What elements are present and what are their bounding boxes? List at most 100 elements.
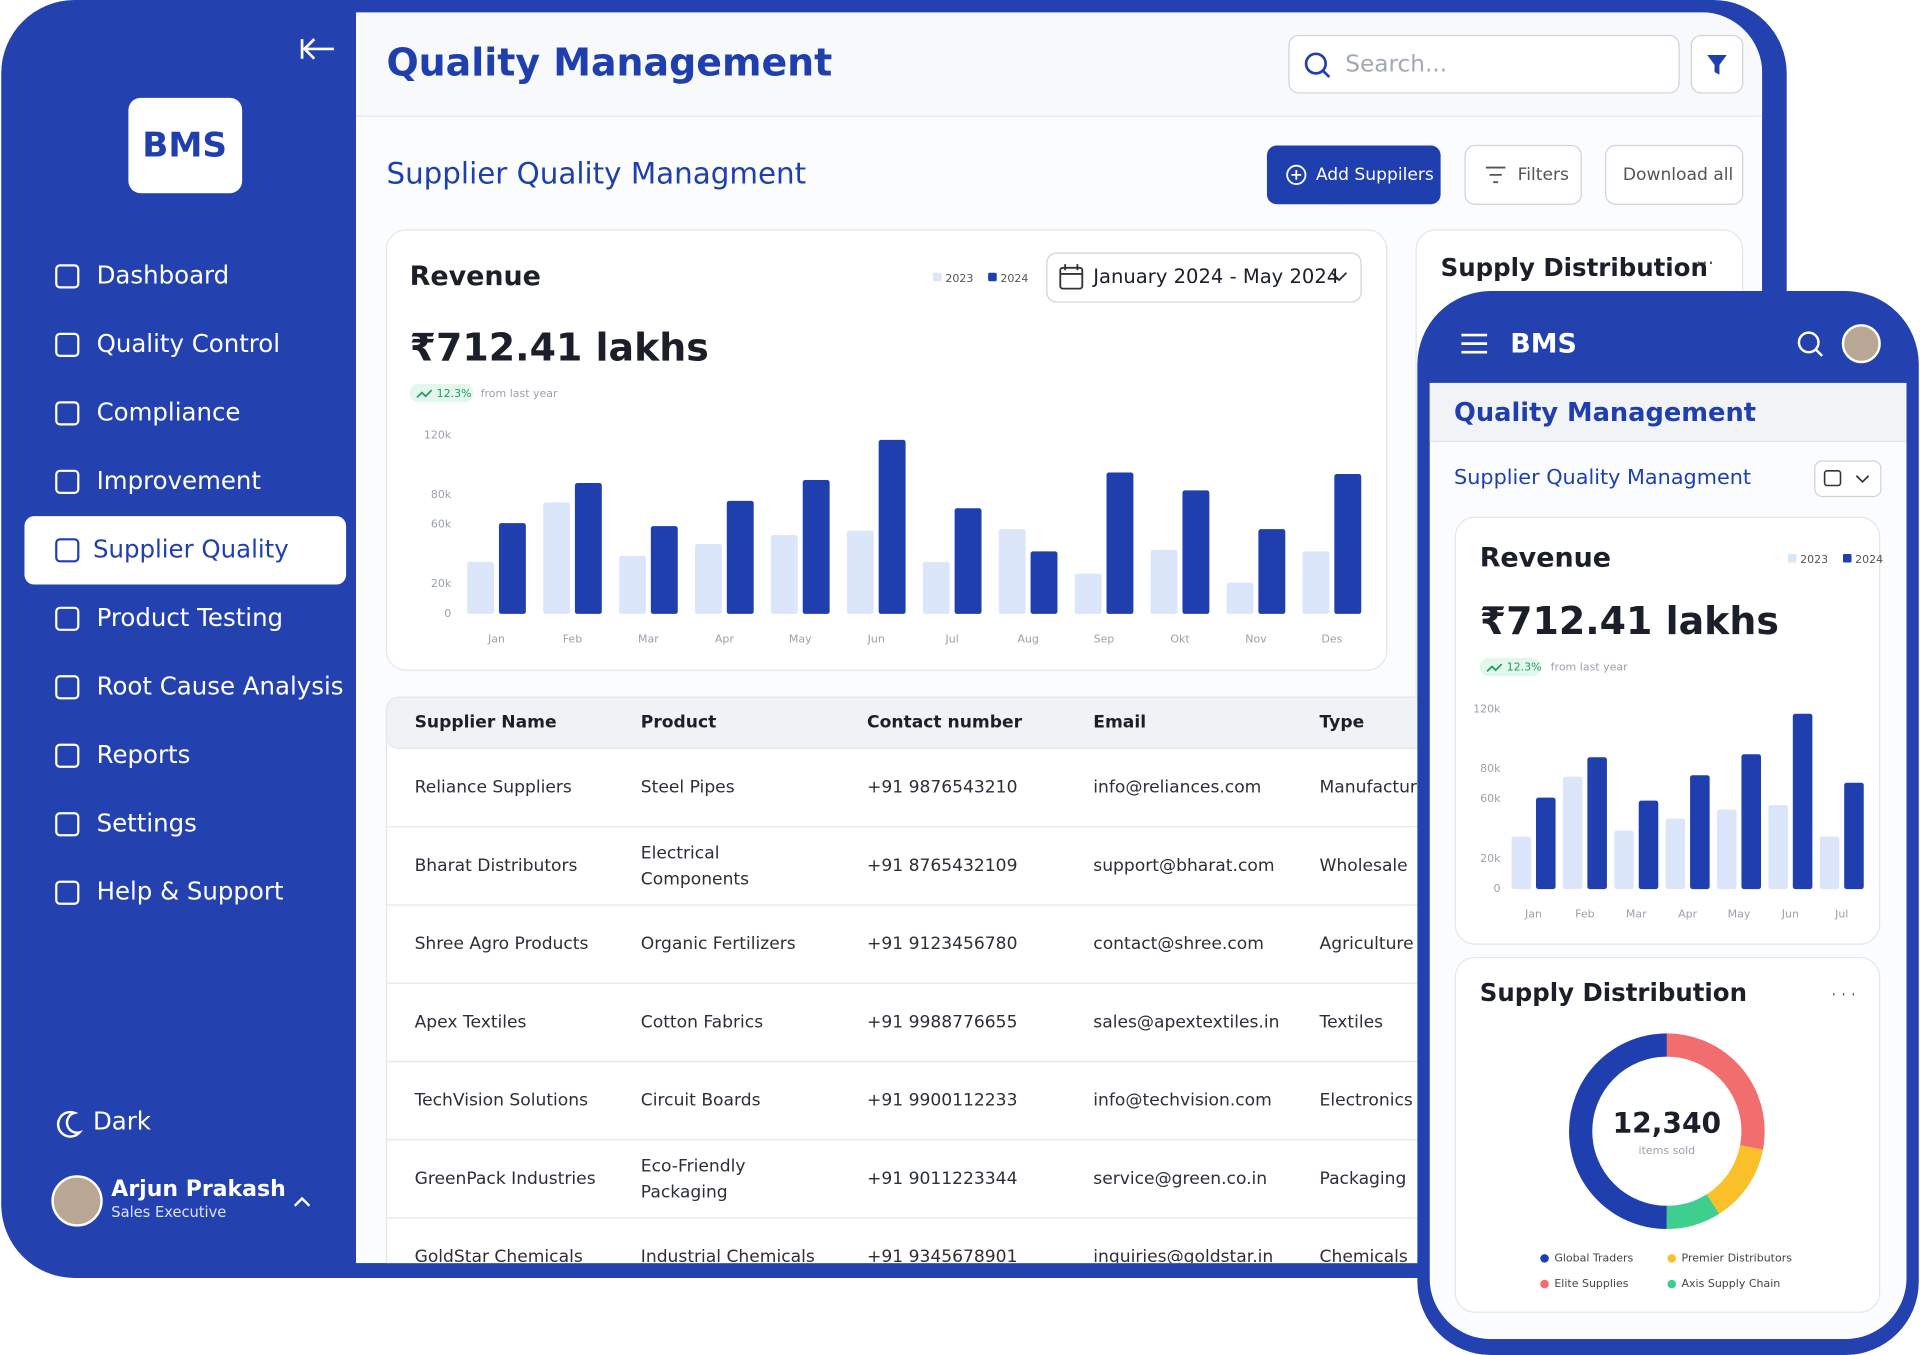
bar (1819, 836, 1840, 890)
chevron-down (1331, 272, 1348, 282)
legend-swatch (933, 272, 942, 282)
trend-icon (1486, 663, 1503, 672)
x-tick-label: May (1728, 908, 1751, 921)
table-cell: +91 9123456780 (867, 934, 1017, 954)
date-range[interactable]: January 2024 - May 2024 (1091, 265, 1339, 288)
bar (1768, 805, 1788, 890)
x-tick-label: Nov (1245, 633, 1267, 646)
trend-icon (416, 389, 433, 399)
add-button[interactable] (1266, 145, 1441, 205)
x-tick-label: Mar (1626, 908, 1647, 921)
legend-dot (1667, 1254, 1677, 1263)
user-menu-chevron[interactable] (293, 1196, 311, 1207)
collapse-icon[interactable] (300, 38, 334, 60)
table-cell: Chemicals (1320, 1247, 1408, 1267)
add-icon (1291, 169, 1302, 180)
table-cell: Steel Pipes (641, 778, 735, 798)
mobile-content: Revenue ₹712.41 lakhs 12.3% from last year 2… (1429, 382, 1907, 1340)
nav-item[interactable]: Improvement (97, 466, 261, 495)
nav-item[interactable]: Dashboard (97, 260, 230, 289)
change-badge (409, 383, 474, 403)
bar (1302, 551, 1330, 614)
table-cell: Apex Textiles (415, 1012, 527, 1032)
bar (878, 439, 906, 614)
bar (802, 479, 830, 614)
bar (1562, 776, 1583, 890)
action-button-label[interactable]: Add Suppilers (1316, 165, 1434, 185)
nav-item[interactable]: Root Cause Analysis (97, 671, 344, 700)
nav-icon (55, 675, 80, 700)
nav-item[interactable]: Settings (97, 808, 197, 837)
table-cell: Industrial Chemicals (641, 1247, 815, 1267)
action-button-label[interactable]: Download all (1623, 165, 1733, 185)
x-tick-label: Des (1321, 633, 1342, 646)
y-tick-label: 120k (1473, 702, 1501, 715)
table-cell: GoldStar Chemicals (415, 1247, 583, 1267)
theme-toggle[interactable]: Dark (93, 1107, 152, 1136)
nav-icon (55, 538, 80, 563)
section-title: Supplier Quality Managment (386, 156, 806, 190)
revenue-change-note: from last year (481, 387, 558, 400)
bar (922, 561, 950, 614)
legend-label: Premier Distributors (1682, 1251, 1793, 1264)
calendar-icon (1823, 470, 1842, 487)
x-tick-label: Jul (1834, 908, 1848, 921)
bar (770, 535, 798, 614)
action-button-label[interactable]: Filters (1518, 165, 1569, 185)
mobile-search-icon[interactable] (1797, 331, 1820, 354)
revenue-change-note: from last year (1551, 661, 1628, 674)
filters-button[interactable] (1464, 144, 1582, 205)
x-tick-label: Sep (1094, 633, 1115, 646)
bar (1182, 490, 1210, 614)
bar (1638, 800, 1659, 890)
search-box[interactable] (1288, 34, 1680, 94)
y-tick-label: 80k (431, 488, 452, 501)
add-icon (1286, 164, 1307, 185)
user-avatar (51, 1175, 103, 1227)
nav-item[interactable]: Reports (97, 740, 191, 769)
bar (650, 526, 678, 614)
x-tick-label: Aug (1017, 633, 1038, 646)
table-cell: Packaging (641, 1182, 728, 1202)
date-picker[interactable] (1046, 252, 1362, 303)
x-tick-label: Jan (487, 633, 505, 646)
revenue-change: 12.3% (1507, 661, 1542, 674)
revenue-title: Revenue (410, 261, 541, 292)
more-icon: ··· (1695, 252, 1714, 275)
revenue-amount: ₹712.41 lakhs (1480, 599, 1779, 643)
bar (1716, 809, 1737, 890)
nav-icon (55, 812, 80, 837)
table-cell: Textiles (1319, 1012, 1384, 1032)
bar (1587, 757, 1607, 890)
nav-icon (55, 401, 80, 426)
bar (1150, 549, 1178, 614)
table-cell: +91 9345678901 (867, 1247, 1017, 1267)
table-cell: inquiries@goldstar.in (1093, 1247, 1273, 1267)
table-cell: Eco-Friendly (641, 1157, 746, 1177)
nav-item[interactable]: Product Testing (97, 603, 283, 632)
nav-item[interactable]: Supplier Quality (93, 534, 289, 563)
legend-label: 2024 (1855, 553, 1883, 566)
legend-dot (1540, 1254, 1549, 1263)
bar (1258, 529, 1286, 614)
nav-item[interactable]: Compliance (97, 397, 241, 426)
bar (1030, 551, 1058, 614)
menu-icon[interactable] (1461, 333, 1488, 354)
mobile-date-button[interactable] (1814, 460, 1882, 498)
nav-item[interactable]: Help & Support (97, 877, 284, 906)
table-cell: GreenPack Industries (415, 1169, 596, 1189)
y-tick-label: 0 (1494, 882, 1501, 895)
nav-item[interactable]: Quality Control (97, 329, 280, 358)
calendar-icon (1059, 266, 1084, 290)
bar (1614, 830, 1634, 890)
nav-icon (55, 880, 80, 905)
logo-box (128, 97, 243, 194)
bar (694, 543, 722, 614)
search-icon (1304, 52, 1327, 75)
download-button[interactable] (1605, 144, 1744, 205)
donut-segment (1569, 1033, 1765, 1230)
donut-note: items sold (1639, 1144, 1696, 1157)
distribution-title: Supply Distribution (1480, 978, 1747, 1007)
table-cell: +91 8765432109 (867, 856, 1017, 876)
bar (726, 500, 754, 614)
